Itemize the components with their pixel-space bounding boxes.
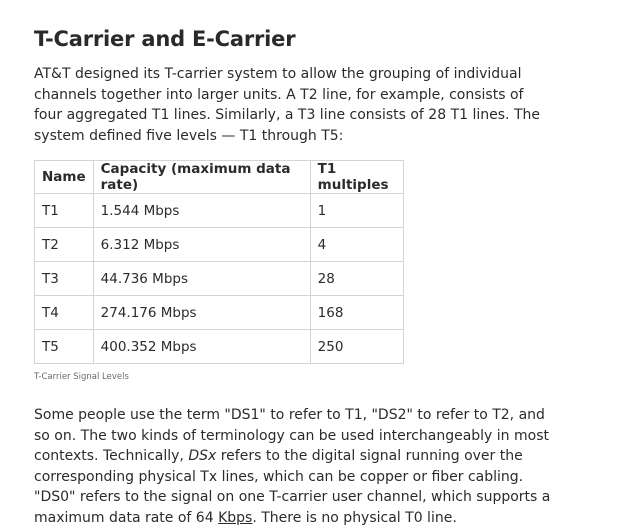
cell-name: T4	[34, 295, 94, 330]
cell-capacity: 274.176 Mbps	[92, 295, 311, 330]
outro-paragraph: Some people use the term "DS1" to refer …	[34, 405, 564, 528]
cell-t1-multiples: 28	[309, 261, 404, 296]
table-caption: T-Carrier Signal Levels	[34, 372, 129, 382]
outro-text-part2: refers to the digital signal running ove…	[34, 448, 551, 526]
table-row: T1 1.544 Mbps 1	[34, 193, 404, 228]
intro-paragraph: AT&T designed its T-carrier system to al…	[34, 66, 540, 144]
cell-name: T5	[34, 329, 94, 364]
cell-name: T2	[34, 227, 94, 262]
header-t1-multiples: T1 multiples	[309, 160, 404, 194]
cell-name: T1	[34, 193, 94, 228]
cell-name: T3	[34, 261, 94, 296]
cell-t1-multiples: 168	[309, 295, 404, 330]
cell-capacity: 44.736 Mbps	[92, 261, 311, 296]
cell-capacity: 400.352 Mbps	[92, 329, 311, 364]
kbps-link[interactable]: Kbps	[218, 509, 253, 526]
header-capacity: Capacity (maximum data rate)	[92, 160, 311, 194]
cell-capacity: 1.544 Mbps	[92, 193, 311, 228]
cell-t1-multiples: 4	[309, 227, 404, 262]
table-row: T2 6.312 Mbps 4	[34, 227, 404, 262]
outro-emphasis: DSx	[188, 448, 217, 464]
outro-text-part1: Some people use the term "DS1" to refer …	[34, 407, 549, 464]
table-header-row: Name Capacity (maximum data rate) T1 mul…	[34, 160, 404, 194]
table-row: T5 400.352 Mbps 250	[34, 329, 404, 364]
table-row: T3 44.736 Mbps 28	[34, 261, 404, 296]
article-heading: T-Carrier and E-Carrier	[34, 27, 296, 51]
t-carrier-table: Name Capacity (maximum data rate) T1 mul…	[34, 160, 404, 364]
cell-t1-multiples: 1	[309, 193, 404, 228]
cell-t1-multiples: 250	[309, 329, 404, 364]
header-name: Name	[34, 160, 94, 194]
cell-capacity: 6.312 Mbps	[92, 227, 311, 262]
outro-text-part3: . There is no physical T0 line.	[252, 509, 457, 526]
table-row: T4 274.176 Mbps 168	[34, 295, 404, 330]
